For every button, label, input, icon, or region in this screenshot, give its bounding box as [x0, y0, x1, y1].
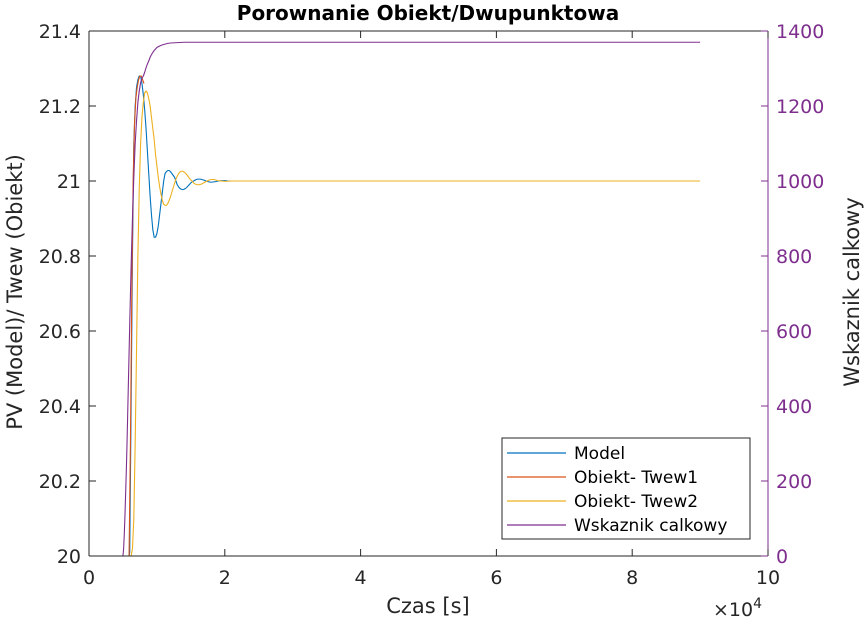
series-line-2	[89, 90, 701, 557]
x-axis-exponent-base: ×10	[713, 599, 753, 621]
x-axis-label: Czas [s]	[386, 594, 470, 618]
x-tick-label: 0	[83, 567, 95, 589]
y-axis-left-label: PV (Model)/ Twew (Obiekt)	[3, 154, 27, 430]
y-left-tick-label: 20.2	[39, 471, 81, 493]
y-left-tick-label: 20.6	[39, 321, 81, 343]
x-axis-exponent: ×104	[713, 596, 762, 621]
legend-label-twew1: Obiekt- Twew1	[574, 468, 698, 488]
series-line-0	[89, 75, 246, 557]
y-left-tick-label: 21.4	[39, 21, 81, 43]
y-right-tick-label: 1000	[776, 171, 824, 193]
chart-title: Porownanie Obiekt/Dwupunktowa	[237, 1, 619, 25]
legend-label-model: Model	[574, 444, 625, 464]
series-line-3	[89, 41, 701, 557]
x-tick-label: 8	[626, 567, 638, 589]
x-axis-exponent-power: 4	[753, 596, 762, 612]
y-right-tick-label: 400	[776, 396, 812, 418]
y-right-tick-label: 0	[776, 546, 788, 568]
x-tick-label: 6	[490, 567, 502, 589]
legend-box	[501, 437, 751, 540]
axes-layer: 0 2 4 6 8 10 20 20.2 20.4 20.6 20.8 21 21.2 21.4 0 200 4…	[39, 21, 825, 589]
y-left-tick-label: 21.2	[39, 96, 81, 118]
y-axis-right-label: Wskaznik calkowy	[840, 197, 864, 386]
y-right-tick-label: 600	[776, 321, 812, 343]
x-tick-label: 2	[219, 567, 231, 589]
x-tick-label: 10	[756, 567, 780, 589]
x-tick-label: 4	[355, 567, 367, 589]
y-left-tick-label: 20.4	[39, 396, 81, 418]
y-right-tick-label: 1200	[776, 96, 824, 118]
y-right-tick-label: 800	[776, 246, 812, 268]
y-right-tick-label: 200	[776, 471, 812, 493]
legend-label-twew2: Obiekt- Twew2	[574, 492, 698, 512]
y-right-tick-label: 1400	[776, 21, 824, 43]
y-left-tick-label: 21	[57, 171, 81, 193]
legend-label-wskaznik: Wskaznik calkowy	[574, 516, 727, 536]
legend: Model Obiekt- Twew1 Obiekt- Twew2 Wskazn…	[501, 437, 751, 540]
y-left-tick-label: 20.8	[39, 246, 81, 268]
y-left-tick-label: 20	[57, 546, 81, 568]
